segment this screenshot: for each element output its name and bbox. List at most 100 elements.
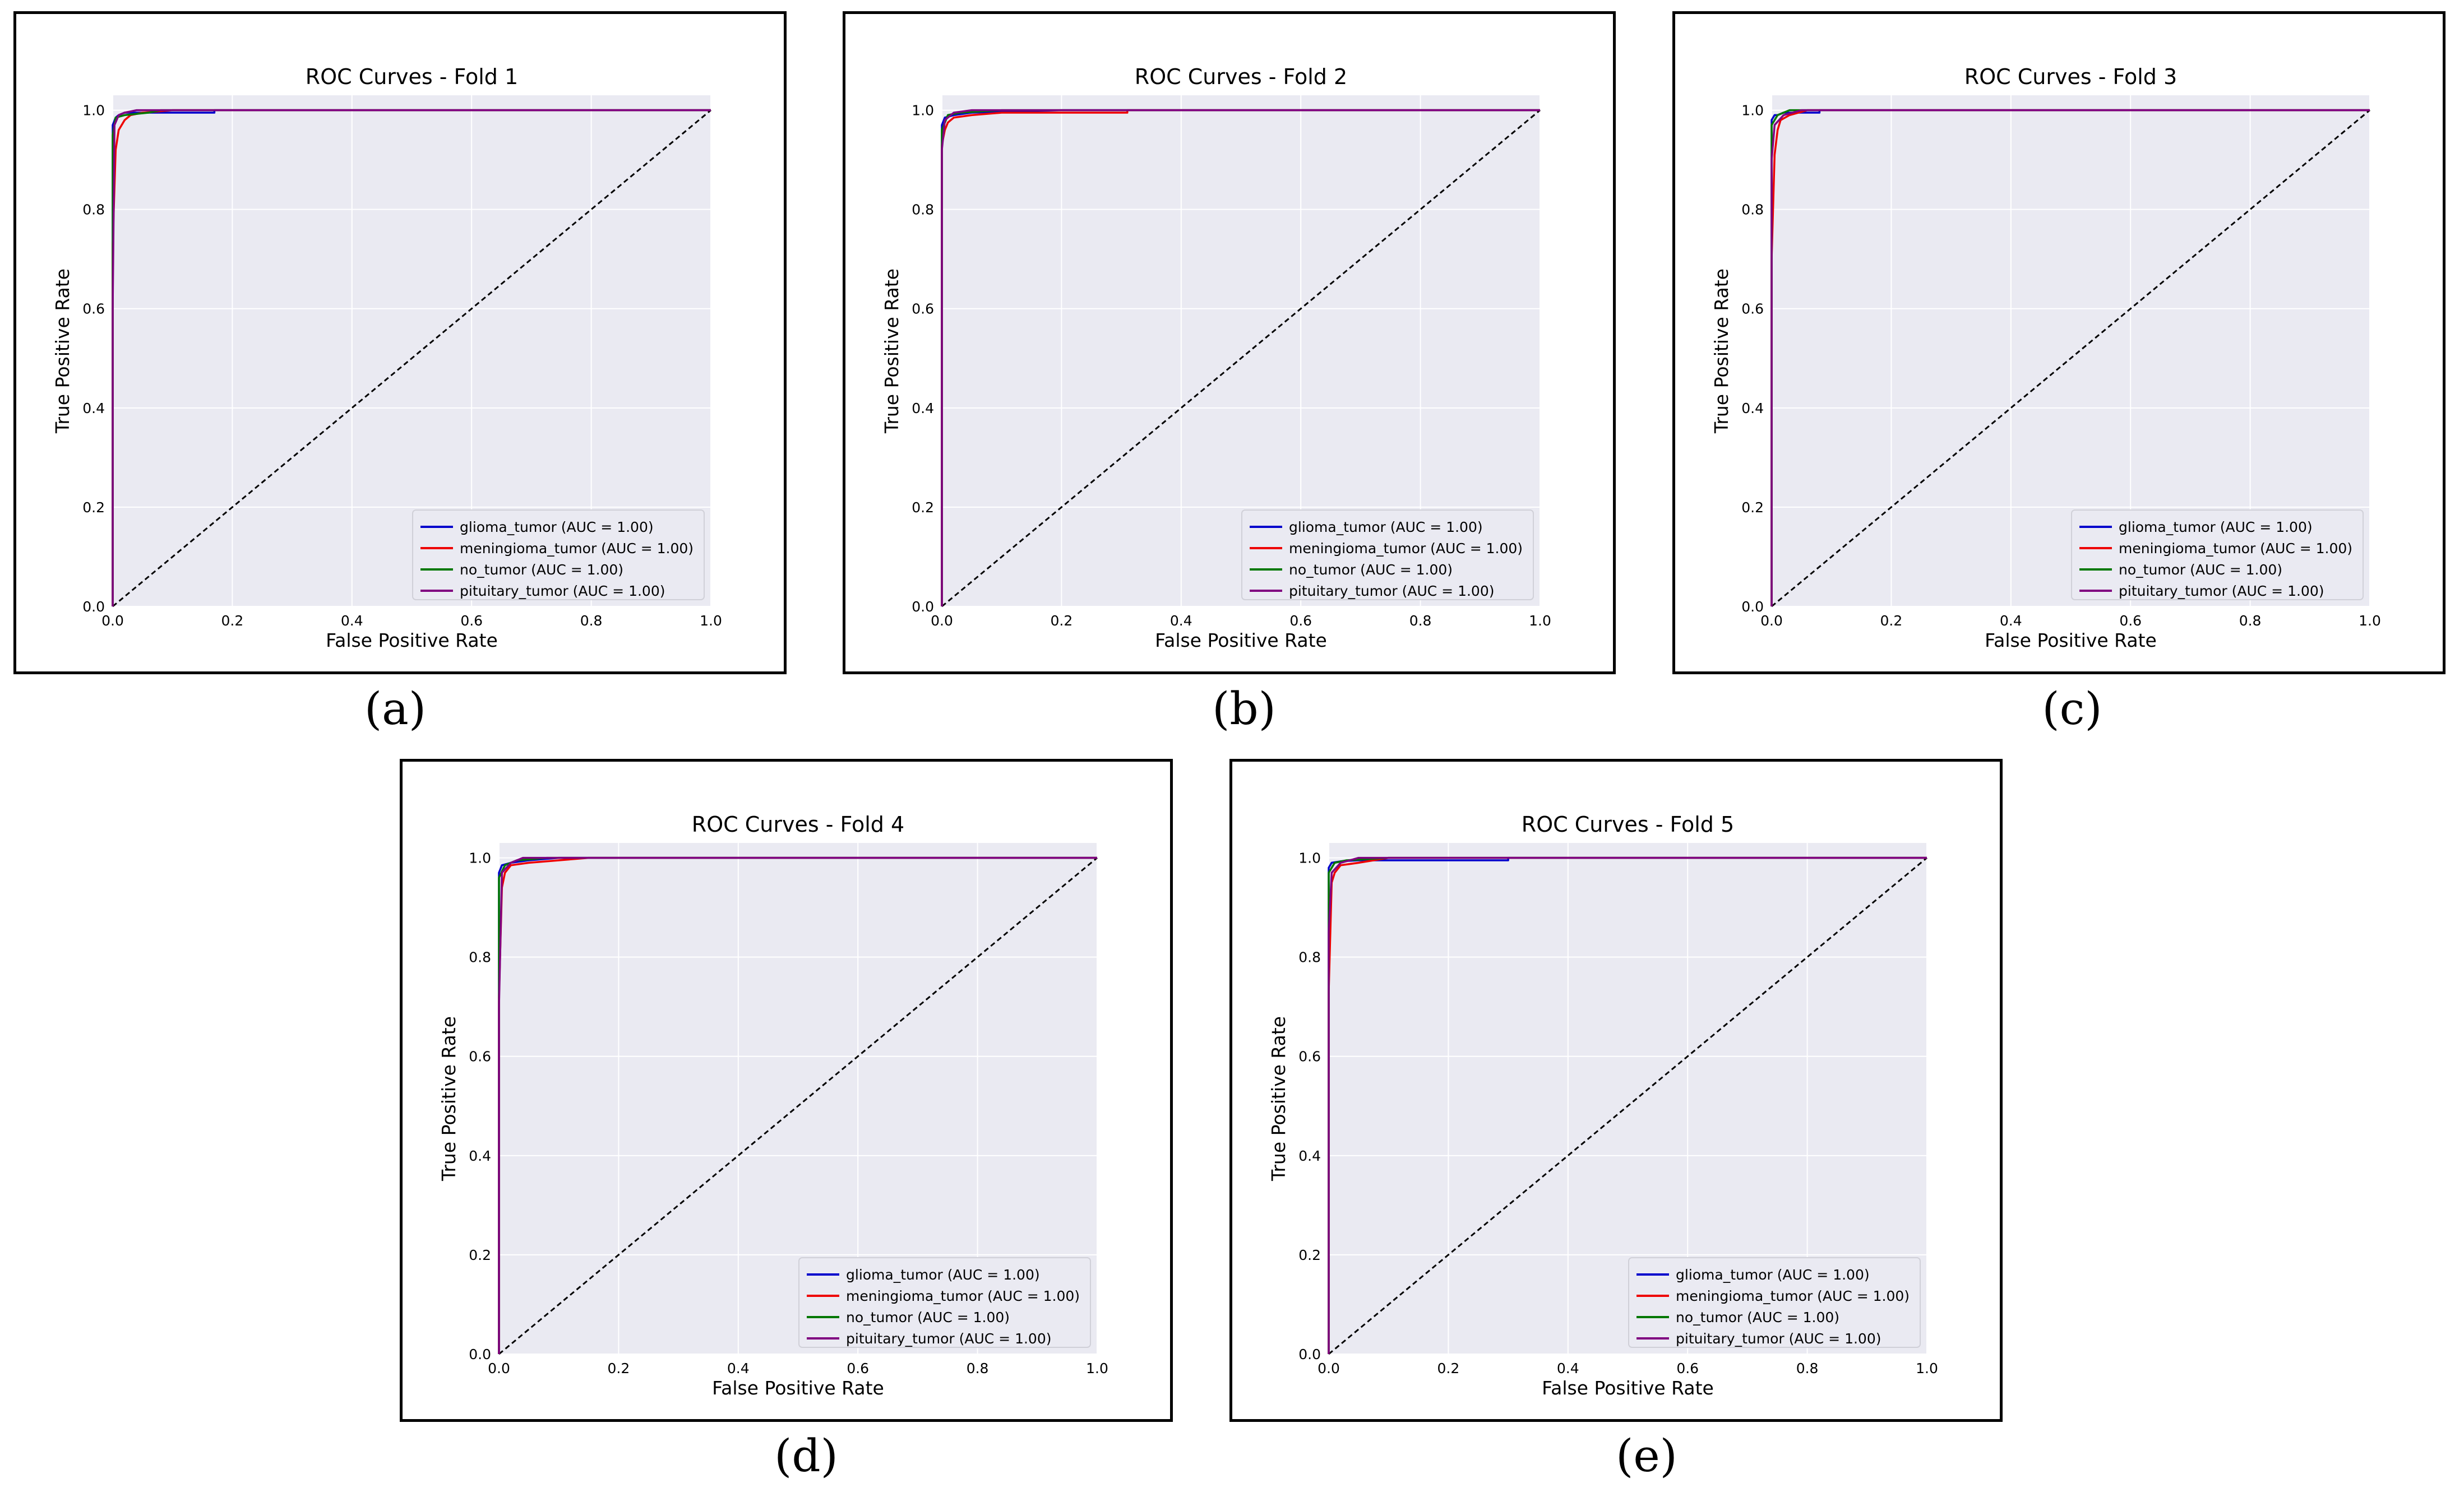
- x-tick-label: 1.0: [1916, 1360, 1938, 1377]
- chart-title-fold-5: ROC Curves - Fold 5: [1522, 812, 1734, 837]
- x-tick-label: 0.0: [931, 613, 953, 629]
- y-tick-label: 0.8: [469, 949, 491, 966]
- x-tick-label: 0.6: [847, 1360, 869, 1377]
- x-tick-label: 0.4: [2000, 613, 2022, 629]
- x-axis-label: False Positive Rate: [1155, 629, 1327, 651]
- y-tick-label: 0.2: [82, 499, 105, 516]
- x-tick-label: 0.8: [1409, 613, 1432, 629]
- chart-title-fold-2: ROC Curves - Fold 2: [1135, 64, 1347, 89]
- chance-diagonal-line: [1771, 109, 2370, 608]
- y-tick-label: 0.2: [469, 1247, 491, 1263]
- y-tick-label: 0.2: [1741, 499, 1764, 516]
- y-tick-label: 0.6: [1741, 301, 1764, 317]
- y-tick-label: 0.4: [1298, 1148, 1321, 1164]
- y-tick-label: 0.6: [469, 1049, 491, 1065]
- legend-box: [1628, 1257, 1921, 1348]
- x-tick-label: 0.2: [221, 613, 244, 629]
- roc-curve-pituitary-tumor: [498, 856, 1097, 1354]
- roc-curve-pituitary-tumor: [1328, 856, 1927, 1354]
- roc-chart-fold-4: ROC Curves - Fold 4 0.0 0.2 0.4 0.6 0.8 1.0 0.0…: [438, 812, 1108, 1399]
- legend-box: [1241, 509, 1534, 600]
- y-tick-label: 0.0: [1741, 599, 1764, 615]
- roc-panel-fold-2: ROC Curves - Fold 2 0.0 0.2 0.4 0.6 0.8 1.0 0.0…: [843, 11, 1616, 674]
- roc-panel-fold-3: ROC Curves - Fold 3 0.0 0.2 0.4 0.6 0.8 1.0 0.0…: [1672, 11, 2445, 674]
- x-tick-label: 0.8: [2239, 613, 2262, 629]
- x-tick-label: 0.8: [580, 613, 603, 629]
- y-axis-label: True Positive Rate: [52, 268, 73, 434]
- x-tick-label: 0.6: [1289, 613, 1312, 629]
- x-tick-label: 1.0: [2359, 613, 2381, 629]
- legend-label-meningioma-tumor: meningioma_tumor (AUC = 1.00): [1289, 540, 1523, 557]
- y-tick-label: 1.0: [1741, 103, 1764, 119]
- x-tick-label: 0.0: [1317, 1360, 1340, 1377]
- x-tick-label: 1.0: [700, 613, 722, 629]
- y-tick-label: 0.4: [82, 400, 105, 416]
- roc-panel-fold-1: ROC Curves - Fold 1 0.0 0.2 0.4 0.6 0.8 1.0 0.0…: [13, 11, 787, 674]
- x-tick-label: 1.0: [1529, 613, 1551, 629]
- y-tick-label: 0.4: [1741, 400, 1764, 416]
- caption-a: (a): [364, 683, 427, 735]
- x-axis-label: False Positive Rate: [326, 629, 498, 651]
- x-tick-label: 0.4: [727, 1360, 750, 1377]
- legend-box: [2071, 509, 2364, 600]
- legend-label-glioma-tumor: glioma_tumor (AUC = 1.00): [1676, 1267, 1870, 1283]
- y-tick-label: 0.4: [912, 400, 934, 416]
- y-tick-label: 0.0: [469, 1346, 491, 1362]
- y-tick-label: 0.2: [912, 499, 934, 516]
- x-tick-label: 0.4: [1170, 613, 1192, 629]
- legend-label-no-tumor: no_tumor (AUC = 1.00): [1289, 562, 1453, 578]
- x-tick-label: 0.2: [1880, 613, 1903, 629]
- y-tick-label: 0.8: [1298, 949, 1321, 966]
- y-tick-label: 0.2: [1298, 1247, 1321, 1263]
- x-tick-label: 0.0: [101, 613, 124, 629]
- chart-title-fold-1: ROC Curves - Fold 1: [306, 64, 518, 89]
- caption-e: (e): [1616, 1430, 1677, 1482]
- x-tick-label: 0.4: [341, 613, 363, 629]
- y-tick-label: 1.0: [1298, 850, 1321, 866]
- roc-curve-pituitary-tumor: [941, 109, 1540, 606]
- chance-diagonal-line: [941, 109, 1541, 608]
- y-tick-label: 1.0: [912, 103, 934, 119]
- y-tick-label: 0.0: [82, 599, 105, 615]
- legend-label-no-tumor: no_tumor (AUC = 1.00): [1676, 1309, 1839, 1325]
- legend-label-glioma-tumor: glioma_tumor (AUC = 1.00): [2119, 519, 2313, 535]
- legend-label-pituitary-tumor: pituitary_tumor (AUC = 1.00): [1676, 1331, 1881, 1347]
- x-tick-label: 0.6: [460, 613, 483, 629]
- x-tick-label: 0.6: [1676, 1360, 1699, 1377]
- y-axis-label: True Positive Rate: [881, 268, 903, 434]
- roc-panel-fold-4: ROC Curves - Fold 4 0.0 0.2 0.4 0.6 0.8 1.0 0.0…: [400, 759, 1173, 1422]
- legend-label-pituitary-tumor: pituitary_tumor (AUC = 1.00): [1289, 583, 1495, 599]
- legend-label-pituitary-tumor: pituitary_tumor (AUC = 1.00): [846, 1331, 1052, 1347]
- x-tick-label: 0.8: [967, 1360, 989, 1377]
- y-tick-label: 0.0: [1298, 1346, 1321, 1362]
- y-tick-label: 0.4: [469, 1148, 491, 1164]
- chance-diagonal-line: [498, 857, 1098, 1355]
- x-tick-label: 1.0: [1086, 1360, 1108, 1377]
- roc-chart-fold-1: ROC Curves - Fold 1 0.0 0.2 0.4 0.6 0.8 1.0 0.0…: [52, 64, 722, 651]
- legend-label-meningioma-tumor: meningioma_tumor (AUC = 1.00): [846, 1288, 1080, 1304]
- chart-title-fold-3: ROC Curves - Fold 3: [1964, 64, 2177, 89]
- legend-label-glioma-tumor: glioma_tumor (AUC = 1.00): [846, 1267, 1040, 1283]
- roc-chart-fold-5: ROC Curves - Fold 5 0.0 0.2 0.4 0.6 0.8 1.0 0.0…: [1268, 812, 1938, 1399]
- y-tick-label: 1.0: [469, 850, 491, 866]
- legend-label-meningioma-tumor: meningioma_tumor (AUC = 1.00): [1676, 1288, 1910, 1304]
- x-tick-label: 0.8: [1796, 1360, 1819, 1377]
- legend-box: [798, 1257, 1091, 1348]
- x-tick-label: 0.4: [1557, 1360, 1579, 1377]
- roc-chart-fold-2: ROC Curves - Fold 2 0.0 0.2 0.4 0.6 0.8 1.0 0.0…: [881, 64, 1551, 651]
- x-tick-label: 0.2: [608, 1360, 630, 1377]
- y-tick-label: 0.8: [912, 202, 934, 218]
- roc-curve-pituitary-tumor: [1770, 109, 2370, 606]
- caption-c: (c): [2042, 683, 2102, 735]
- x-axis-label: False Positive Rate: [1985, 629, 2157, 651]
- chance-diagonal-line: [1328, 857, 1927, 1355]
- legend-label-meningioma-tumor: meningioma_tumor (AUC = 1.00): [460, 540, 694, 557]
- y-tick-label: 0.8: [1741, 202, 1764, 218]
- x-tick-label: 0.2: [1051, 613, 1073, 629]
- legend-label-no-tumor: no_tumor (AUC = 1.00): [2119, 562, 2282, 578]
- y-axis-label: True Positive Rate: [1268, 1016, 1289, 1181]
- x-tick-label: 0.6: [2119, 613, 2142, 629]
- x-tick-label: 0.0: [1760, 613, 1783, 629]
- y-tick-label: 0.6: [82, 301, 105, 317]
- legend-label-glioma-tumor: glioma_tumor (AUC = 1.00): [1289, 519, 1483, 535]
